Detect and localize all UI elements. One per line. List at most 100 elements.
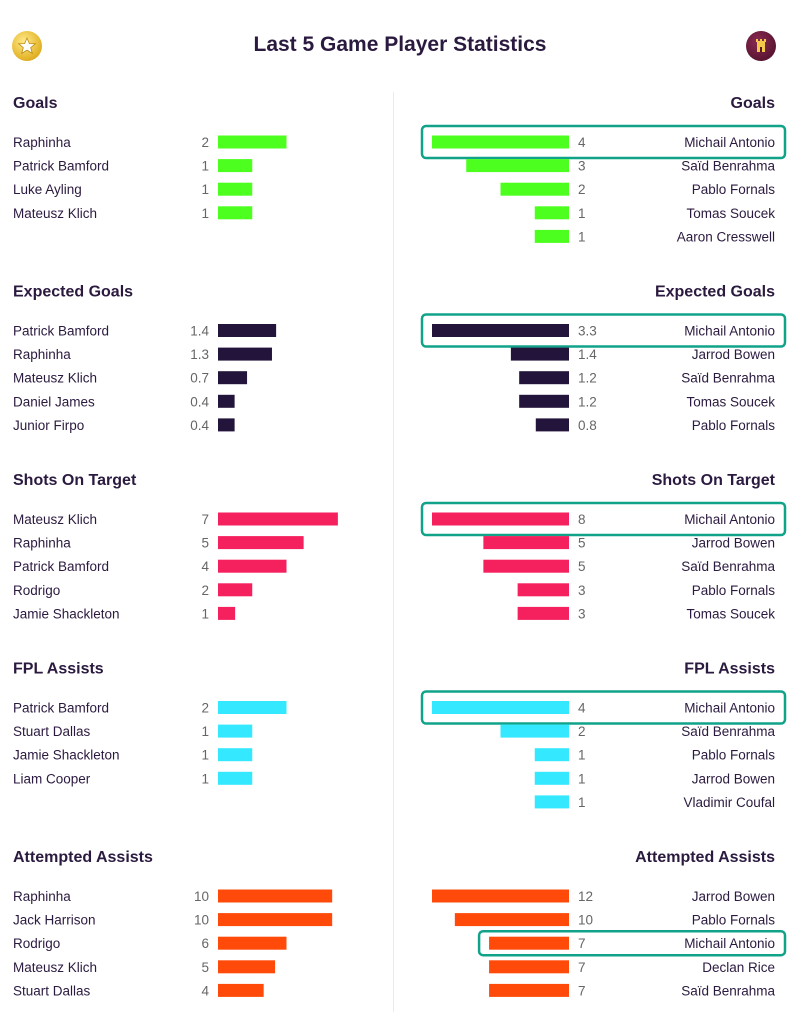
right-value-label: 2 [578,724,586,739]
highlight-box [420,501,787,537]
right-player-name: Saïd Benrahma [681,559,775,574]
left-bar [218,371,248,385]
right-bar [432,135,569,149]
highlight-box [420,313,787,348]
left-player-name: Patrick Bamford [13,159,109,174]
right-bar [483,559,569,573]
right-player-name: Michail Antonio [684,512,775,527]
right-bar [534,206,569,220]
left-bar [218,182,253,196]
left-value-label: 10 [194,913,209,928]
left-section-title: Expected Goals [13,284,133,301]
left-player-name: Stuart Dallas [13,983,91,998]
right-value-label: 1.2 [578,371,597,386]
left-bar [218,913,333,927]
left-player-name: Mateusz Klich [13,512,97,527]
left-value-label: 0.7 [190,371,209,386]
highlight-box [420,124,787,160]
left-bar [218,418,235,432]
right-value-label: 5 [578,559,586,574]
header: Last 5 Game Player Statistics [0,0,800,92]
right-bar [432,324,569,337]
right-player-name: Michail Antonio [684,324,775,339]
right-bar [534,795,569,809]
left-value-label: 1.4 [190,324,209,339]
left-bar [218,135,287,149]
left-player-name: Mateusz Klich [13,371,97,386]
left-bar [218,748,253,762]
right-value-label: 3 [578,583,586,598]
right-value-label: 3 [578,159,586,174]
highlight-box [420,690,787,725]
left-value-label: 1 [201,748,209,763]
right-section-title: FPL Assists [684,661,775,678]
right-player-name: Pablo Fornals [692,418,776,433]
right-bar [483,536,569,550]
right-value-label: 1 [578,206,586,221]
right-value-label: 8 [578,512,586,527]
right-value-label: 7 [578,960,586,975]
left-bar [218,512,338,526]
right-bar [534,229,569,243]
left-bar [218,324,277,337]
right-player-name: Jarrod Bowen [692,347,775,362]
left-player-name: Liam Cooper [13,771,91,786]
right-bar [489,960,569,974]
right-section-title: Shots On Target [652,472,776,489]
right-player-name: Pablo Fornals [692,748,776,763]
left-bar [218,536,304,550]
right-section-title: Goals [731,95,776,112]
left-bar [218,559,287,573]
left-player-name: Rodrigo [13,936,60,951]
right-player-name: Pablo Fornals [692,583,776,598]
right-player-name: Jarrod Bowen [692,889,775,904]
right-player-name: Pablo Fornals [692,182,776,197]
right-player-name: Saïd Benrahma [681,983,775,998]
left-player-name: Jamie Shackleton [13,606,120,621]
left-player-name: Stuart Dallas [13,724,91,739]
page-title: Last 5 Game Player Statistics [253,33,547,56]
right-player-name: Michail Antonio [684,936,775,951]
left-value-label: 1 [201,606,209,621]
right-bar [534,771,569,785]
right-bar [500,182,569,196]
left-player-name: Patrick Bamford [13,324,109,339]
stat-section: Attempted Assists Attempted Assists Raphin… [13,849,787,998]
left-bar [218,347,272,361]
left-player-name: Raphinha [13,347,71,362]
right-bar [517,606,569,620]
left-value-label: 1 [201,159,209,174]
stat-section: FPL Assists FPL Assists Patrick Bamford 2 St… [13,661,787,810]
left-section-title: Attempted Assists [13,849,153,866]
left-bar [218,583,253,597]
right-player-name: Vladimir Coufal [683,795,775,810]
right-value-label: 1.4 [578,347,597,362]
left-value-label: 2 [201,135,209,150]
stat-section: Goals Goals Raphinha 2 Patrick Bamford 1 Luke … [13,95,787,244]
left-value-label: 2 [201,701,209,716]
left-section-title: FPL Assists [13,661,104,678]
center-divider [393,92,394,1012]
right-value-label: 2 [578,182,586,197]
right-player-name: Aaron Cresswell [677,229,775,244]
west-ham-crest-icon [746,31,776,61]
left-value-label: 6 [201,936,209,951]
right-bar [432,889,569,903]
right-value-label: 12 [578,889,593,904]
left-bar [218,889,333,903]
right-value-label: 1 [578,771,586,786]
left-bar [218,724,253,738]
right-bar [534,748,569,762]
left-value-label: 1 [201,182,209,197]
left-player-name: Luke Ayling [13,182,82,197]
left-player-name: Jack Harrison [13,913,96,928]
left-value-label: 1.3 [190,347,209,362]
left-value-label: 2 [201,583,209,598]
right-value-label: 1.2 [578,394,597,409]
left-value-label: 5 [201,536,209,551]
left-player-name: Jamie Shackleton [13,748,120,763]
right-section-title: Expected Goals [655,284,775,301]
leeds-crest-icon [12,31,42,61]
right-player-name: Saïd Benrahma [681,724,775,739]
